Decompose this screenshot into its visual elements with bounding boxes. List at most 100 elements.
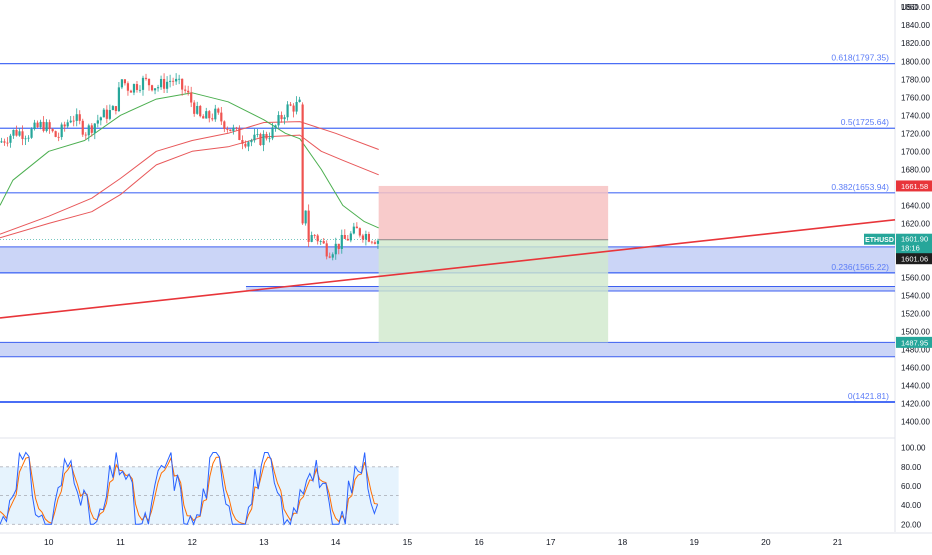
price-tick-label: 1700.00 [901, 147, 930, 156]
price-tick-label: 1760.00 [901, 93, 930, 102]
stoch-tick-label: 60.00 [901, 482, 922, 491]
candle-body [39, 121, 42, 128]
candle-body [280, 115, 283, 120]
candle-body [184, 89, 187, 91]
candle-body [289, 104, 292, 106]
candle-body [226, 129, 229, 130]
candle-body [120, 79, 124, 88]
candle-body [328, 256, 331, 258]
candle-body [220, 112, 223, 122]
candle-body [190, 92, 193, 103]
candle-body [355, 226, 358, 229]
time-tick-label: 14 [331, 537, 341, 547]
candle-body [132, 84, 136, 93]
candle-body [364, 233, 367, 240]
candle-body [27, 137, 30, 139]
candle-body [102, 109, 105, 118]
candle-body [262, 133, 265, 146]
candle-body [199, 105, 202, 117]
candle-body [367, 233, 371, 242]
candle-body [202, 116, 205, 119]
candle-body [322, 241, 325, 244]
candle-body [108, 110, 111, 119]
currency-label: USD [901, 3, 918, 12]
candle-body [99, 117, 102, 121]
candle-body [114, 106, 117, 112]
candle-body [150, 85, 154, 91]
candle-body [346, 238, 349, 241]
symbol-badge [864, 233, 895, 245]
price-tick-label: 1560.00 [901, 273, 930, 282]
stoch-tick-label: 100.00 [901, 444, 926, 453]
candle-body [217, 108, 220, 113]
candle-body [93, 123, 96, 133]
fib-level-label: 0(1421.81) [848, 391, 889, 401]
stoch-k-line [0, 451, 379, 526]
candle-body [144, 77, 148, 79]
fib-level-label: 0.236(1565.22) [831, 262, 889, 272]
candle-body [12, 129, 15, 136]
candle-body [223, 121, 226, 130]
price-tick-label: 1800.00 [901, 57, 930, 66]
moving-average-medium [0, 121, 379, 235]
last-price-value: 1601.90 [901, 235, 928, 244]
candle-body [75, 114, 78, 121]
candle-body [129, 90, 133, 93]
candle-body [235, 127, 238, 129]
price-tick-label: 1780.00 [901, 75, 930, 84]
candle-body [153, 88, 157, 91]
candle-body [123, 79, 127, 84]
candle-body [340, 234, 343, 249]
time-tick-label: 13 [259, 537, 269, 547]
candle-body [187, 90, 190, 93]
candle-body [331, 254, 334, 258]
candle-body [24, 138, 27, 140]
candle-body [310, 235, 313, 242]
candle-body [265, 133, 268, 139]
candle-body [181, 78, 184, 90]
candle-body [349, 233, 352, 241]
candle-body [90, 125, 93, 133]
candle-body [316, 235, 319, 242]
candle-body [301, 104, 304, 224]
candle-body [295, 101, 298, 112]
candle-body [175, 78, 178, 82]
candle-body [352, 226, 355, 234]
price-tick-label: 1720.00 [901, 129, 930, 138]
candle-body [172, 80, 175, 82]
candle-body [334, 243, 337, 255]
price-badge-label: 1601.06 [901, 255, 928, 264]
price-tick-label: 1640.00 [901, 201, 930, 210]
candle-body [169, 80, 172, 82]
candle-body [45, 122, 48, 131]
candle-body [241, 139, 244, 144]
price-tick-label: 1480.00 [901, 346, 930, 355]
candle-body [126, 83, 130, 91]
candle-body [6, 142, 9, 144]
time-tick-label: 21 [833, 537, 843, 547]
candle-body [15, 129, 18, 136]
price-tick-label: 1500.00 [901, 328, 930, 337]
stoch-tick-label: 20.00 [901, 520, 922, 529]
price-badge [896, 336, 932, 348]
candle-body [147, 78, 151, 86]
candle-body [256, 134, 259, 135]
price-badge-label: 1661.58 [901, 182, 928, 191]
candle-body [178, 78, 181, 80]
price-tick-label: 1740.00 [901, 111, 930, 120]
candle-body [268, 138, 271, 140]
price-tick-label: 1680.00 [901, 165, 930, 174]
candle-body [277, 115, 280, 126]
price-tick-label: 1540.00 [901, 291, 930, 300]
price-badge [896, 180, 932, 192]
price-tick-label: 1440.00 [901, 382, 930, 391]
stoch-d-line [0, 456, 378, 525]
candle-body [84, 134, 87, 136]
candle-body [96, 120, 99, 124]
moving-average-slow [0, 134, 379, 239]
moving-average-fast [0, 92, 379, 229]
fib-level-label: 0.618(1797.35) [831, 53, 889, 63]
candle-body [325, 243, 328, 257]
reward-zone [378, 239, 609, 343]
candle-body [57, 136, 60, 138]
